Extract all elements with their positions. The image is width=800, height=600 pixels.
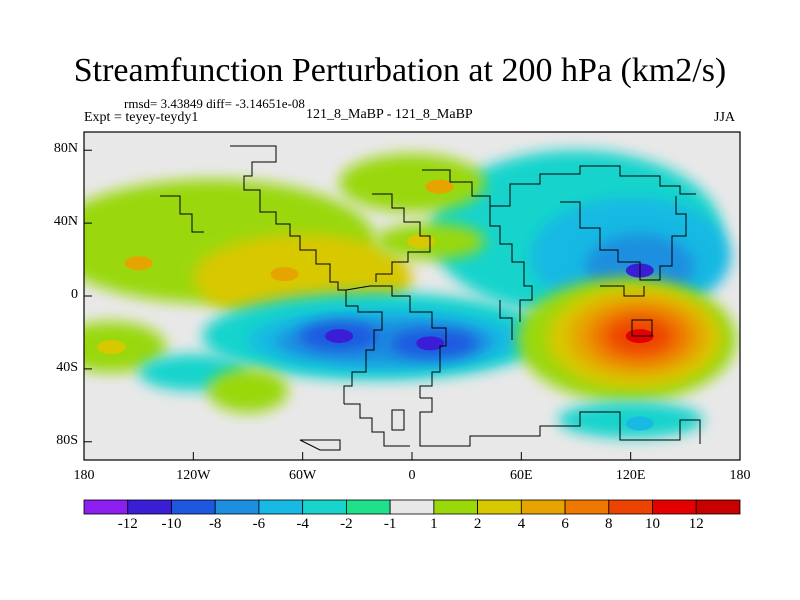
colorbar-swatch — [302, 499, 347, 515]
anomaly-center — [325, 329, 354, 344]
longitude-label: 0 — [408, 468, 416, 483]
longitude-label: 60E — [510, 468, 533, 483]
anomaly-center — [407, 234, 436, 249]
colorbar-label: 1 — [430, 516, 438, 532]
colorbar-swatch — [433, 499, 479, 515]
longitude-ticks — [83, 452, 741, 460]
longitude-label: 120W — [176, 468, 211, 483]
colorbar-swatch — [214, 499, 260, 515]
colorbar-label: 6 — [561, 516, 569, 532]
latitude-ticks — [84, 149, 92, 443]
latitude-label: 0 — [71, 287, 78, 302]
colorbar-label: -8 — [208, 516, 222, 532]
longitude-label: 180 — [73, 468, 95, 483]
colorbar-swatch — [695, 499, 741, 515]
colorbar-swatch — [345, 499, 391, 515]
colorbar-label: 4 — [517, 516, 526, 532]
longitude-label: 60W — [289, 468, 317, 483]
chart-title: Streamfunction Perturbation at 200 hPa (… — [73, 52, 727, 89]
anomaly-center — [234, 383, 262, 398]
anomaly-center — [625, 416, 654, 431]
colorbar-label: -12 — [117, 516, 138, 532]
contour-fields — [84, 150, 737, 439]
anomaly-center — [270, 267, 299, 282]
colorbar-swatch — [564, 499, 610, 515]
longitude-label: 180 — [729, 468, 751, 483]
colorbar-label: 8 — [605, 516, 613, 532]
latitude-label: 80S — [56, 432, 78, 448]
colorbar-label: -10 — [161, 516, 182, 532]
stats-label: rmsd= 3.43849 diff= -3.14651e-08 — [124, 96, 305, 111]
colorbar-swatch — [83, 499, 129, 515]
anomaly-center — [124, 256, 153, 271]
colorbar-label: -4 — [296, 516, 309, 532]
experiment-label: Expt = teyey-teydy1 — [84, 110, 199, 125]
coastlines — [160, 145, 701, 451]
colorbar-label: -2 — [340, 516, 353, 532]
colorbar-swatch — [652, 499, 697, 515]
colorbar-swatch — [171, 499, 216, 515]
longitude-label: 120E — [615, 468, 646, 483]
colorbar-swatch — [389, 499, 435, 515]
colorbar-label: -1 — [383, 516, 397, 532]
anomaly-center — [416, 336, 445, 351]
colorbar-swatch — [477, 499, 522, 515]
anomaly-center — [425, 179, 454, 194]
colorbar-swatch — [520, 499, 566, 515]
colorbar-label: 12 — [688, 516, 704, 532]
season-label: JJA — [714, 110, 736, 125]
colorbar-swatch — [608, 499, 653, 515]
latitude-label: 80N — [53, 141, 78, 157]
latitude-label: 40N — [53, 214, 78, 230]
colorbar-label: 10 — [645, 516, 661, 532]
colorbar-swatch — [258, 499, 304, 515]
case-label: 121_8_MaBP - 121_8_MaBP — [306, 107, 473, 122]
colorbar-swatch — [127, 499, 172, 515]
colorbar-label: 2 — [473, 516, 482, 532]
anomaly-center — [97, 340, 126, 355]
contour-band — [339, 153, 485, 213]
latitude-label: 40S — [56, 359, 78, 375]
colorbar-label: -6 — [252, 516, 266, 532]
colorbar — [83, 499, 741, 515]
